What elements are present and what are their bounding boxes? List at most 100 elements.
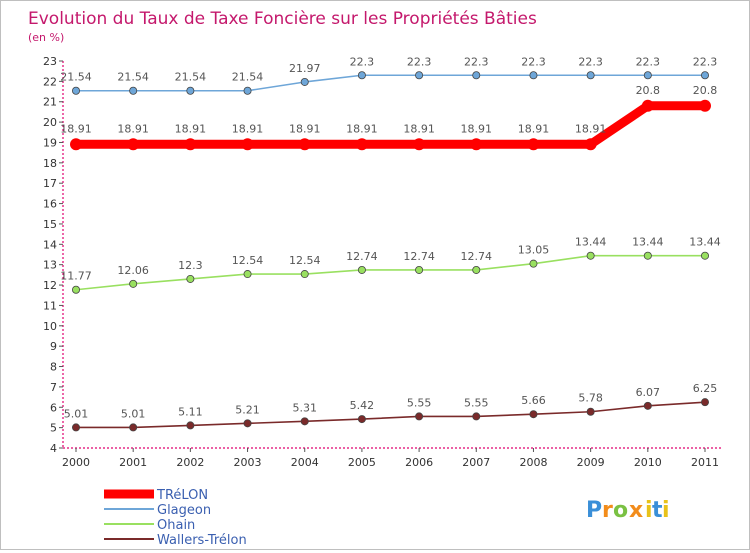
- data-point: [527, 138, 540, 151]
- data-point: [186, 274, 195, 283]
- legend-label: Glageon: [157, 503, 211, 518]
- data-point: [415, 71, 424, 80]
- y-tick-label: 23: [43, 55, 57, 68]
- data-label: 18.91: [117, 122, 149, 135]
- data-point: [127, 138, 140, 151]
- data-label: 5.01: [121, 407, 146, 420]
- x-tick-label: 2006: [405, 456, 433, 469]
- data-point: [701, 398, 710, 407]
- data-point: [72, 423, 81, 432]
- y-tick-label: 22: [43, 75, 57, 88]
- data-point: [586, 71, 595, 80]
- logo-letter: i: [645, 498, 653, 523]
- y-tick-label: 8: [50, 361, 57, 374]
- logo-letter: t: [652, 498, 663, 523]
- logo-letter: P: [586, 498, 602, 523]
- data-point: [586, 251, 595, 260]
- data-point: [472, 265, 481, 274]
- data-label: 6.25: [693, 382, 718, 395]
- data-label: 18.91: [175, 122, 207, 135]
- data-label: 5.21: [235, 403, 260, 416]
- data-point: [243, 270, 252, 279]
- y-tick-label: 19: [43, 136, 57, 149]
- data-point: [357, 71, 366, 80]
- data-point: [415, 412, 424, 421]
- series-3: 11.77 12.06 12.3 12.54 12.54 12.74 12.74 12.74 1…: [60, 236, 721, 294]
- data-label: 18.91: [461, 122, 493, 135]
- x-tick-label: 2005: [348, 456, 376, 469]
- data-label: 18.91: [232, 122, 264, 135]
- data-label: 13.44: [575, 236, 607, 249]
- data-point: [413, 138, 426, 151]
- chart-subtitle: (en %): [28, 31, 64, 44]
- x-tick-label: 2008: [519, 456, 547, 469]
- x-tick-label: 2010: [634, 456, 662, 469]
- x-tick-label: 2003: [234, 456, 262, 469]
- y-tick-label: 4: [50, 442, 57, 455]
- data-point: [643, 71, 652, 80]
- data-point: [72, 285, 81, 294]
- data-label: 12.74: [403, 250, 435, 263]
- data-point: [300, 417, 309, 426]
- y-tick-label: 11: [43, 299, 57, 312]
- y-tick-label: 13: [43, 259, 57, 272]
- data-point: [70, 138, 82, 151]
- data-label: 5.66: [521, 394, 546, 407]
- x-tick-label: 2007: [462, 456, 490, 469]
- data-point: [643, 401, 652, 410]
- x-tick-label: 2009: [577, 456, 605, 469]
- series-line: [75, 254, 706, 291]
- data-label: 18.91: [403, 122, 435, 135]
- data-label: 5.78: [578, 392, 603, 405]
- y-tick-label: 14: [43, 238, 57, 251]
- data-point: [129, 423, 138, 432]
- data-point: [129, 86, 138, 95]
- series-4: 5.01 5.01 5.11 5.21 5.31 5.42 5.55 5.55 5.66 5.78…: [64, 382, 718, 432]
- data-label: 11.77: [60, 270, 92, 283]
- data-label: 21.97: [289, 62, 321, 75]
- series-2: 21.54 21.54 21.54 21.54 21.97 22.3 22.3 22.3 22.…: [60, 55, 718, 95]
- data-point: [529, 71, 538, 80]
- data-point: [472, 71, 481, 80]
- data-label: 12.74: [461, 250, 493, 263]
- data-point: [72, 86, 81, 95]
- data-label: 18.91: [289, 122, 321, 135]
- x-tick-label: 2004: [291, 456, 319, 469]
- data-point: [699, 99, 711, 112]
- data-label: 5.55: [407, 396, 432, 409]
- data-label: 18.91: [346, 122, 378, 135]
- data-label: 18.91: [575, 122, 607, 135]
- data-point: [300, 77, 309, 86]
- y-tick-label: 20: [43, 116, 57, 129]
- data-label: 18.91: [60, 122, 92, 135]
- logo-letter: o: [613, 498, 628, 523]
- y-tick-label: 5: [50, 422, 57, 435]
- chart-title: Evolution du Taux de Taxe Foncière sur l…: [28, 9, 537, 29]
- data-label: 20.8: [636, 84, 661, 97]
- data-point: [355, 138, 368, 151]
- data-label: 22.3: [350, 55, 375, 68]
- x-tick-label: 2001: [119, 456, 147, 469]
- x-tick-label: 2002: [176, 456, 204, 469]
- y-tick-label: 12: [43, 279, 57, 292]
- data-label: 22.3: [693, 55, 718, 68]
- data-point: [415, 265, 424, 274]
- y-tick-label: 21: [43, 96, 57, 109]
- data-label: 5.31: [292, 401, 317, 414]
- y-tick-label: 10: [43, 320, 57, 333]
- data-label: 22.3: [521, 55, 546, 68]
- y-tick-label: 9: [50, 340, 57, 353]
- data-point: [243, 419, 252, 428]
- series-1: 18.91 18.91 18.91 18.91 18.91 18.91 18.91 18.91…: [60, 84, 717, 151]
- legend-label: TRéLON: [156, 488, 208, 503]
- y-tick-label: 16: [43, 198, 57, 211]
- data-label: 22.3: [407, 55, 432, 68]
- data-point: [584, 138, 597, 151]
- data-label: 22.3: [636, 55, 661, 68]
- logo-letter: x: [629, 498, 643, 523]
- series-line: [75, 401, 706, 429]
- data-point: [529, 259, 538, 268]
- data-label: 5.55: [464, 396, 489, 409]
